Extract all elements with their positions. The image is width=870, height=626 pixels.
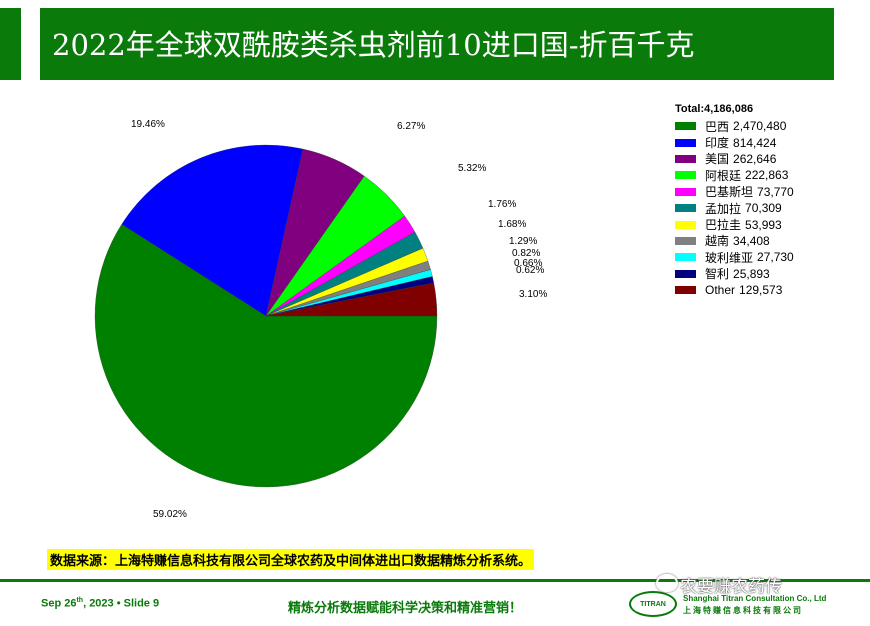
legend-swatch xyxy=(675,138,696,147)
legend-name: 玻利维亚 xyxy=(705,250,754,265)
pie-label-8: 0.66% xyxy=(514,258,542,269)
legend-item: 玻利维亚 27,730 xyxy=(675,249,794,265)
watermark: 农要赚农药传 xyxy=(680,577,782,597)
legend-rows: 巴西 2,470,480 印度 814,424 美国 262,646 阿根廷 222,863 巴… xyxy=(675,118,794,298)
legend-value: 73,770 xyxy=(757,184,794,199)
legend-item: 印度 814,424 xyxy=(675,134,794,150)
legend-name: Other xyxy=(705,283,736,298)
pie-label-9: 0.62% xyxy=(516,265,544,276)
legend-name: 阿根廷 xyxy=(705,168,742,183)
legend-item: 美国 262,646 xyxy=(675,151,794,167)
legend-swatch xyxy=(675,269,696,278)
legend-item: 巴拉圭 53,993 xyxy=(675,216,794,232)
pie-slice-0 xyxy=(94,224,438,488)
legend-value: 814,424 xyxy=(733,135,777,150)
legend-value: 53,993 xyxy=(745,217,782,232)
legend-value: 27,730 xyxy=(757,250,794,265)
title-accent-bar xyxy=(0,8,21,80)
pie-label-7: 0.82% xyxy=(512,248,540,259)
legend-swatch xyxy=(675,204,696,213)
slide-title: 2022年全球双酰胺类杀虫剂前10进口国-折百千克 xyxy=(52,28,695,62)
legend-name: 孟加拉 xyxy=(705,201,742,216)
legend-name: 智利 xyxy=(705,267,730,282)
title-banner: 2022年全球双酰胺类杀虫剂前10进口国-折百千克 xyxy=(40,8,834,80)
wechat-icon xyxy=(656,574,678,592)
date-day: Sep 26 xyxy=(41,597,77,610)
legend-item: 智利 25,893 xyxy=(675,266,794,282)
pie-label-3: 5.32% xyxy=(458,163,486,174)
legend-value: 34,408 xyxy=(733,233,770,248)
legend-name: 美国 xyxy=(705,152,730,167)
legend-value: 129,573 xyxy=(739,283,783,298)
pie-label-0: 59.02% xyxy=(153,509,187,520)
pie-label-10: 3.10% xyxy=(519,289,547,300)
legend-name: 巴基斯坦 xyxy=(705,185,754,200)
legend-swatch xyxy=(675,171,696,180)
slide-date: Sep 26th, 2023 • Slide 9 xyxy=(41,597,159,610)
legend-name: 越南 xyxy=(705,234,730,249)
legend-item: Other 129,573 xyxy=(675,282,794,298)
footer-divider xyxy=(0,579,870,582)
legend-value: 2,470,480 xyxy=(733,119,787,134)
company-name-en: Shanghai Titran Consultation Co., Ltd xyxy=(683,594,827,603)
data-source-note: 数据来源：上海特赚信息科技有限公司全球农药及中间体进出口数据精炼分析系统。 xyxy=(47,549,535,570)
titran-logo: TITRAN xyxy=(629,591,677,617)
legend-name: 巴西 xyxy=(705,119,730,134)
legend-swatch xyxy=(675,154,696,163)
legend-value: 70,309 xyxy=(745,201,782,216)
legend-item: 阿根廷 222,863 xyxy=(675,167,794,183)
legend-swatch xyxy=(675,253,696,262)
pie-slice-1 xyxy=(121,144,304,317)
legend-item: 孟加拉 70,309 xyxy=(675,200,794,216)
legend-swatch xyxy=(675,286,696,295)
pie-label-1: 19.46% xyxy=(131,119,165,130)
legend-item: 巴西 2,470,480 xyxy=(675,118,794,134)
legend-swatch xyxy=(675,236,696,245)
legend-total: Total:4,186,086 xyxy=(675,103,754,115)
pie-label-2: 6.27% xyxy=(397,121,425,132)
pie-label-6: 1.29% xyxy=(509,236,537,247)
pie-slice-10 xyxy=(265,282,438,317)
footer-slogan: 精炼分析数据赋能科学决策和精准营销！ xyxy=(288,601,523,616)
legend-swatch xyxy=(675,220,696,229)
legend-value: 222,863 xyxy=(745,168,789,183)
legend-swatch xyxy=(675,122,696,131)
pie-label-5: 1.68% xyxy=(498,219,526,230)
chart-legend: Total:4,186,086 巴西 2,470,480 印度 814,424 美国 26… xyxy=(675,103,794,298)
legend-value: 25,893 xyxy=(733,266,770,281)
legend-name: 巴拉圭 xyxy=(705,218,742,233)
logo-text: TITRAN xyxy=(640,600,666,608)
company-name-cn: 上海特赚信息科技有限公司 xyxy=(683,606,803,615)
pie-label-4: 1.76% xyxy=(488,199,516,210)
date-rest: , 2023 • Slide 9 xyxy=(83,597,160,610)
date-suffix: th xyxy=(76,597,84,604)
legend-item: 越南 34,408 xyxy=(675,233,794,249)
legend-value: 262,646 xyxy=(733,151,777,166)
legend-swatch xyxy=(675,187,696,196)
legend-item: 巴基斯坦 73,770 xyxy=(675,184,794,200)
legend-name: 印度 xyxy=(705,136,730,151)
